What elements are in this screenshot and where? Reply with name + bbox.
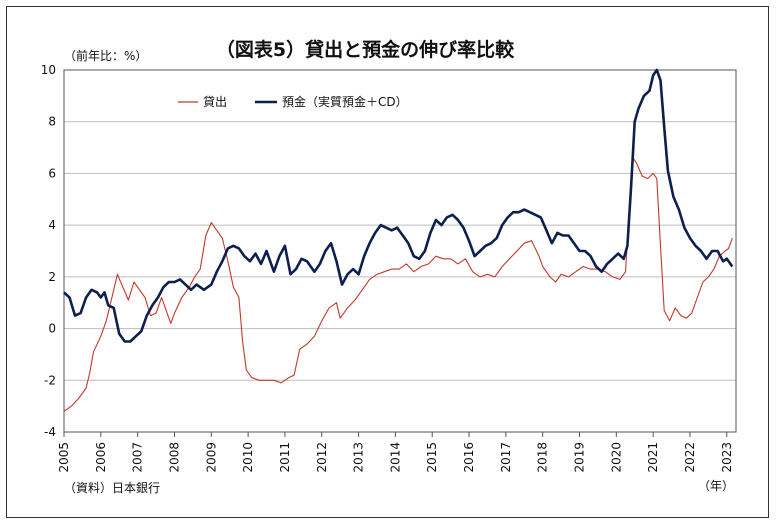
x-tick-label: 2014 bbox=[388, 442, 402, 473]
legend: 貸出 預金（実質預金＋CD） bbox=[178, 94, 408, 109]
x-tick-label: 2021 bbox=[646, 442, 660, 473]
x-axis-ticks: 2005 2006 2007 2008 2009 2010 2011 2012 2013 2014… bbox=[57, 432, 734, 473]
x-tick-label: 2022 bbox=[683, 442, 697, 473]
series-line-deposits bbox=[63, 68, 734, 343]
x-tick-label: 2005 bbox=[57, 442, 71, 473]
x-tick-label: 2017 bbox=[499, 442, 513, 473]
legend-label-lending: 貸出 bbox=[203, 94, 227, 109]
axes bbox=[63, 69, 737, 433]
plot-area-border bbox=[63, 69, 737, 433]
x-tick-label: 2009 bbox=[204, 442, 218, 473]
x-axis-unit-label: （年） bbox=[698, 479, 734, 493]
y-tick-label: 0 bbox=[48, 322, 56, 336]
x-tick-label: 2016 bbox=[462, 442, 476, 473]
x-tick-label: 2020 bbox=[609, 442, 623, 473]
chart-frame bbox=[6, 6, 769, 518]
legend-label-deposits: 預金（実質預金＋CD） bbox=[282, 94, 408, 109]
x-tick-label: 2019 bbox=[573, 442, 587, 473]
x-tick-label: 2008 bbox=[167, 442, 181, 473]
x-tick-label: 2013 bbox=[352, 442, 366, 473]
x-tick-label: 2012 bbox=[315, 442, 329, 473]
y-axis-unit-label: （前年比：%） bbox=[64, 48, 147, 63]
x-tick-label: 2015 bbox=[425, 442, 439, 473]
x-tick-label: 2023 bbox=[720, 442, 734, 473]
x-tick-label: 2010 bbox=[241, 442, 255, 473]
y-tick-label: -2 bbox=[44, 373, 56, 387]
source-note: （資料）日本銀行 bbox=[64, 481, 160, 495]
y-tick-label: 10 bbox=[41, 63, 56, 77]
x-tick-label: 2011 bbox=[278, 442, 292, 473]
chart-title: （図表5）貸出と預金の伸び率比較 bbox=[216, 38, 515, 61]
y-axis-ticks: -4 -2 0 2 4 6 8 10 bbox=[41, 63, 56, 439]
y-tick-label: 6 bbox=[48, 166, 56, 180]
y-tick-label: 8 bbox=[48, 115, 56, 129]
series-lines bbox=[63, 68, 734, 412]
y-tick-label: -4 bbox=[44, 425, 56, 439]
x-tick-label: 2018 bbox=[536, 442, 550, 473]
x-tick-label: 2007 bbox=[131, 442, 145, 473]
y-tick-label: 4 bbox=[48, 218, 56, 232]
y-tick-label: 2 bbox=[48, 270, 56, 284]
series-line-lending bbox=[63, 157, 733, 412]
x-tick-label: 2006 bbox=[94, 442, 108, 473]
